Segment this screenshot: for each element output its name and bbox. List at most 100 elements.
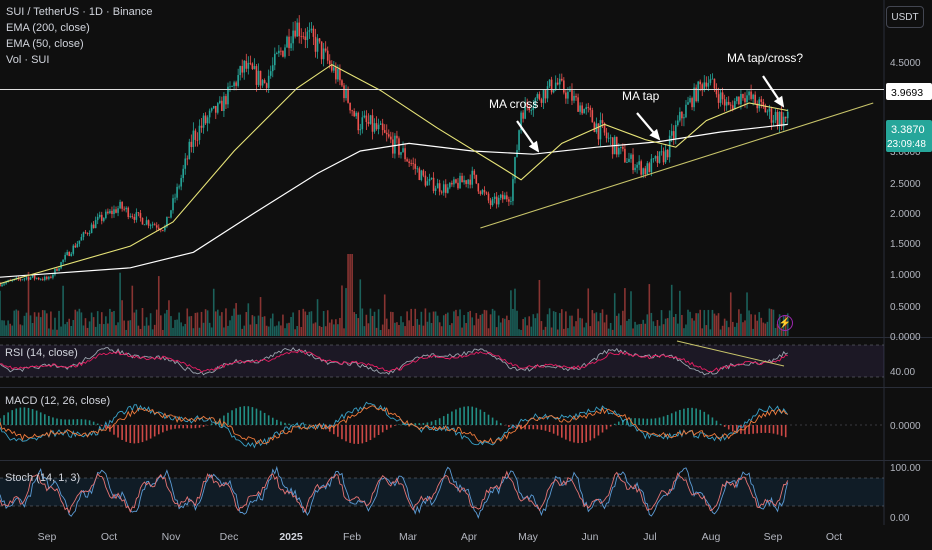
candle-body [563,80,565,93]
macd-bar [353,425,355,444]
macd-bar [149,425,152,439]
price-axis-tick: 2.5000 [890,179,921,190]
volume-bar [628,318,630,336]
volume-bar [656,320,659,336]
volume-bar [550,327,553,336]
macd-bar [573,425,575,443]
macd-bar [247,406,250,425]
candle-body [355,112,358,117]
macd-bar [345,425,347,442]
legend-ema200: EMA (200, close) [6,22,90,34]
volume-bar [756,320,759,336]
lightning-icon[interactable]: ⚡ [777,315,793,331]
candle-body [208,110,211,118]
candle-body [622,146,624,149]
volume-bar [715,315,718,336]
macd-bar [687,407,689,425]
volume-bar [400,316,402,336]
macd-bar [605,425,608,430]
time-axis-label: 2025 [279,531,303,543]
macd-bar [292,424,294,425]
candle-body [320,41,323,60]
volume-bar [247,303,250,336]
candle-body [239,66,241,76]
candle-body [782,116,785,127]
macd-bar [267,415,270,425]
volume-bar [17,310,20,336]
candle-body [483,190,486,193]
macd-bar [113,425,115,435]
candle-body [147,220,150,226]
macd-bar [642,418,645,425]
volume-bar [133,312,136,336]
candle-body [74,245,77,248]
volume-bar [493,310,496,336]
volume-bar [164,313,166,336]
volume-bar [269,318,272,336]
volume-bar [554,312,557,336]
candle-body [438,183,441,192]
volume-bar [668,310,671,336]
volume-bar [436,315,439,336]
macd-bar [39,412,42,425]
currency-button[interactable]: USDT [886,6,924,28]
volume-bar [0,290,1,336]
volume-bar [426,321,429,336]
macd-bar [638,418,640,425]
candle-body [294,30,296,37]
candle-body [153,224,156,226]
candle-body [609,137,612,139]
candle-body [139,213,142,218]
volume-bar [638,324,640,336]
candle-body [481,190,484,194]
volume-bar [772,309,775,336]
macd-bar [768,425,771,434]
volume-bar [310,311,313,336]
volume-bar [186,308,189,336]
volume-bar [709,329,712,336]
volume-bar [100,312,103,336]
volume-bar [770,309,773,336]
volume-bar [9,323,11,336]
volume-bar [359,279,362,336]
volume-bar [520,329,522,336]
volume-bar [693,320,695,336]
candle-body [416,168,419,170]
candle-body [442,184,445,193]
candle-body [654,156,657,159]
candle-body [603,123,606,133]
candle-body [198,125,201,140]
macd-bar [186,425,189,429]
volume-bar [50,311,52,336]
volume-bar [13,310,16,336]
macd-bar [174,425,176,429]
candle-body [300,36,303,38]
volume-bar [125,329,128,336]
candle-body [29,277,32,280]
macd-bar [243,406,246,425]
macd-bar [560,425,563,438]
candle-body [227,86,229,105]
volume-bar [129,320,132,336]
volume-bar [66,321,68,336]
candle-body [685,104,687,118]
candle-body [302,36,305,38]
macd-bar [520,425,522,430]
volume-bar [194,312,197,336]
macd-axis-tick: 0.0000 [890,421,921,432]
volume-bar [123,320,125,336]
volume-bar [642,319,645,336]
candle-body [524,102,526,119]
candle-body [406,159,408,162]
candle-body [111,210,113,215]
candle-body [133,217,136,220]
volume-bar [432,311,435,336]
candle-body [512,179,514,202]
candle-body [695,87,697,102]
macd-bar [593,425,596,439]
candle-body [278,50,280,54]
volume-bar [611,329,614,336]
volume-bar [597,321,600,336]
